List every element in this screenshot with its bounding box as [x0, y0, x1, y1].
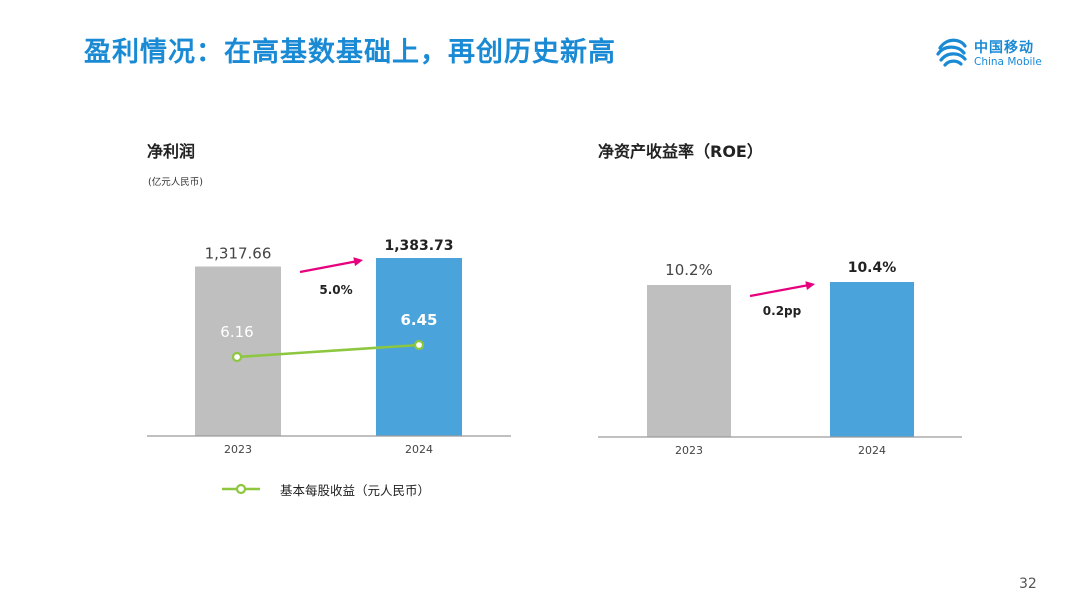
roe-title: 净资产收益率（ROE） — [598, 142, 763, 161]
slide-title: 盈利情况：在高基数基础上，再创历史新高 — [84, 37, 616, 68]
net-profit-bar-2023 — [195, 266, 281, 436]
net-profit-chart: 1,317.66 2023 1,383.73 2024 6.16 6.45 5.0% — [147, 238, 511, 456]
roe-value-label-2024: 10.4% — [848, 260, 897, 276]
roe-growth-arrow-head — [805, 281, 815, 291]
eps-value-label-2023: 6.16 — [220, 323, 253, 341]
net-profit-growth-label: 5.0% — [319, 283, 352, 297]
net-profit-growth-arrow — [299, 259, 359, 274]
net-profit-title: 净利润 — [147, 142, 196, 161]
china-mobile-logo: 中国移动 China Mobile — [934, 34, 1049, 74]
eps-legend-label: 基本每股收益（元人民币） — [280, 483, 431, 498]
china-mobile-logo-icon — [936, 38, 967, 67]
roe-growth-label: 0.2pp — [763, 304, 802, 318]
roe-x-tick-label-2024: 2024 — [858, 444, 886, 457]
roe-value-label-2023: 10.2% — [665, 261, 713, 279]
net-profit-unit: (亿元人民币) — [148, 177, 203, 188]
logo-text-cn: 中国移动 — [974, 40, 1034, 56]
roe-growth-arrow — [749, 283, 810, 298]
roe-bar-2023 — [647, 284, 731, 437]
page-number: 32 — [1019, 576, 1037, 592]
roe-chart: 10.2% 2023 10.4% 2024 0.2pp — [598, 260, 962, 457]
roe-x-tick-label-2023: 2023 — [675, 444, 703, 457]
roe-bar-2024 — [830, 282, 914, 437]
eps-value-label-2024: 6.45 — [400, 311, 437, 329]
eps-line — [236, 343, 420, 359]
eps-point-2024 — [413, 339, 425, 351]
eps-point-2023 — [231, 351, 243, 363]
x-tick-label-2024: 2024 — [405, 443, 433, 456]
net-profit-value-label-2024: 1,383.73 — [384, 238, 453, 254]
logo-text-en: China Mobile — [974, 56, 1042, 68]
x-tick-label-2023: 2023 — [224, 443, 252, 456]
net-profit-value-label-2023: 1,317.66 — [205, 244, 272, 262]
net-profit-growth-arrow-head — [353, 257, 363, 267]
eps-legend-marker — [222, 483, 260, 495]
